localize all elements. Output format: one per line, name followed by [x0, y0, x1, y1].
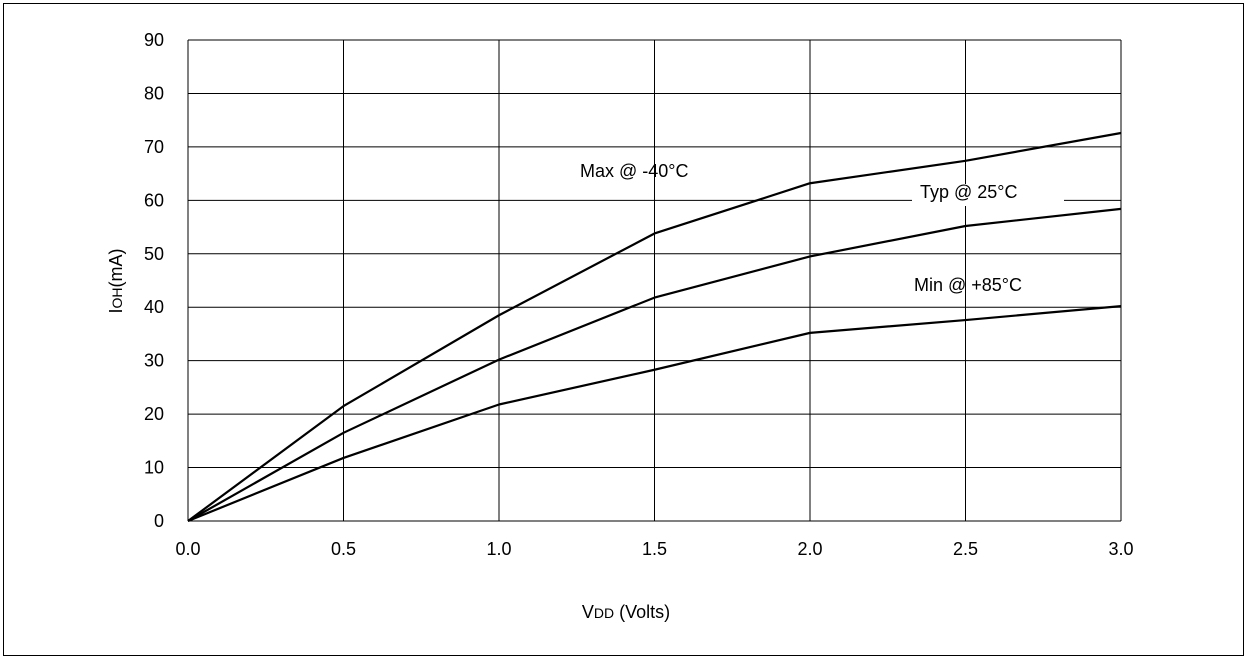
x-tick-label: 2.5 — [953, 539, 978, 559]
y-tick-label: 80 — [144, 83, 164, 103]
x-tick-label: 3.0 — [1108, 539, 1133, 559]
x-tick-label: 0.0 — [175, 539, 200, 559]
y-tick-label: 70 — [144, 137, 164, 157]
y-tick-label: 20 — [144, 404, 164, 424]
chart-frame — [3, 3, 1244, 656]
x-axis-label-sub: DD — [594, 605, 614, 621]
series-group — [187, 131, 1122, 523]
x-axis-label-suffix: (Volts) — [614, 602, 670, 622]
x-tick-label: 1.0 — [486, 539, 511, 559]
tick-labels: 0 10 20 30 40 50 60 70 80 90 0.0 0.5 1.0 1.5 2.0 2.5 3.0 — [144, 30, 1134, 559]
x-tick-label: 2.0 — [797, 539, 822, 559]
annotation-typ: Typ @ 25°C — [920, 182, 1018, 202]
y-tick-label: 60 — [144, 190, 164, 210]
grid — [187, 39, 1122, 522]
y-axis-label-main: I — [106, 308, 126, 313]
x-tick-label: 0.5 — [331, 539, 356, 559]
y-tick-label: 40 — [144, 297, 164, 317]
y-tick-label: 10 — [144, 458, 164, 478]
annotation-min: Min @ +85°C — [914, 275, 1022, 295]
y-tick-label: 50 — [144, 244, 164, 264]
x-axis-label-main: V — [582, 602, 594, 622]
y-axis-label: IOH(mA) — [106, 248, 126, 313]
y-tick-label: 90 — [144, 30, 164, 50]
y-axis-label-sub: OH — [109, 287, 125, 308]
annotation-max: Max @ -40°C — [580, 161, 689, 181]
y-axis-label-suffix: (mA) — [106, 248, 126, 287]
annotation-typ-mask — [912, 184, 1064, 206]
y-tick-label: 30 — [144, 351, 164, 371]
x-tick-label: 1.5 — [642, 539, 667, 559]
x-axis-label: VDD (Volts) — [582, 602, 670, 622]
y-tick-label: 0 — [154, 511, 164, 531]
